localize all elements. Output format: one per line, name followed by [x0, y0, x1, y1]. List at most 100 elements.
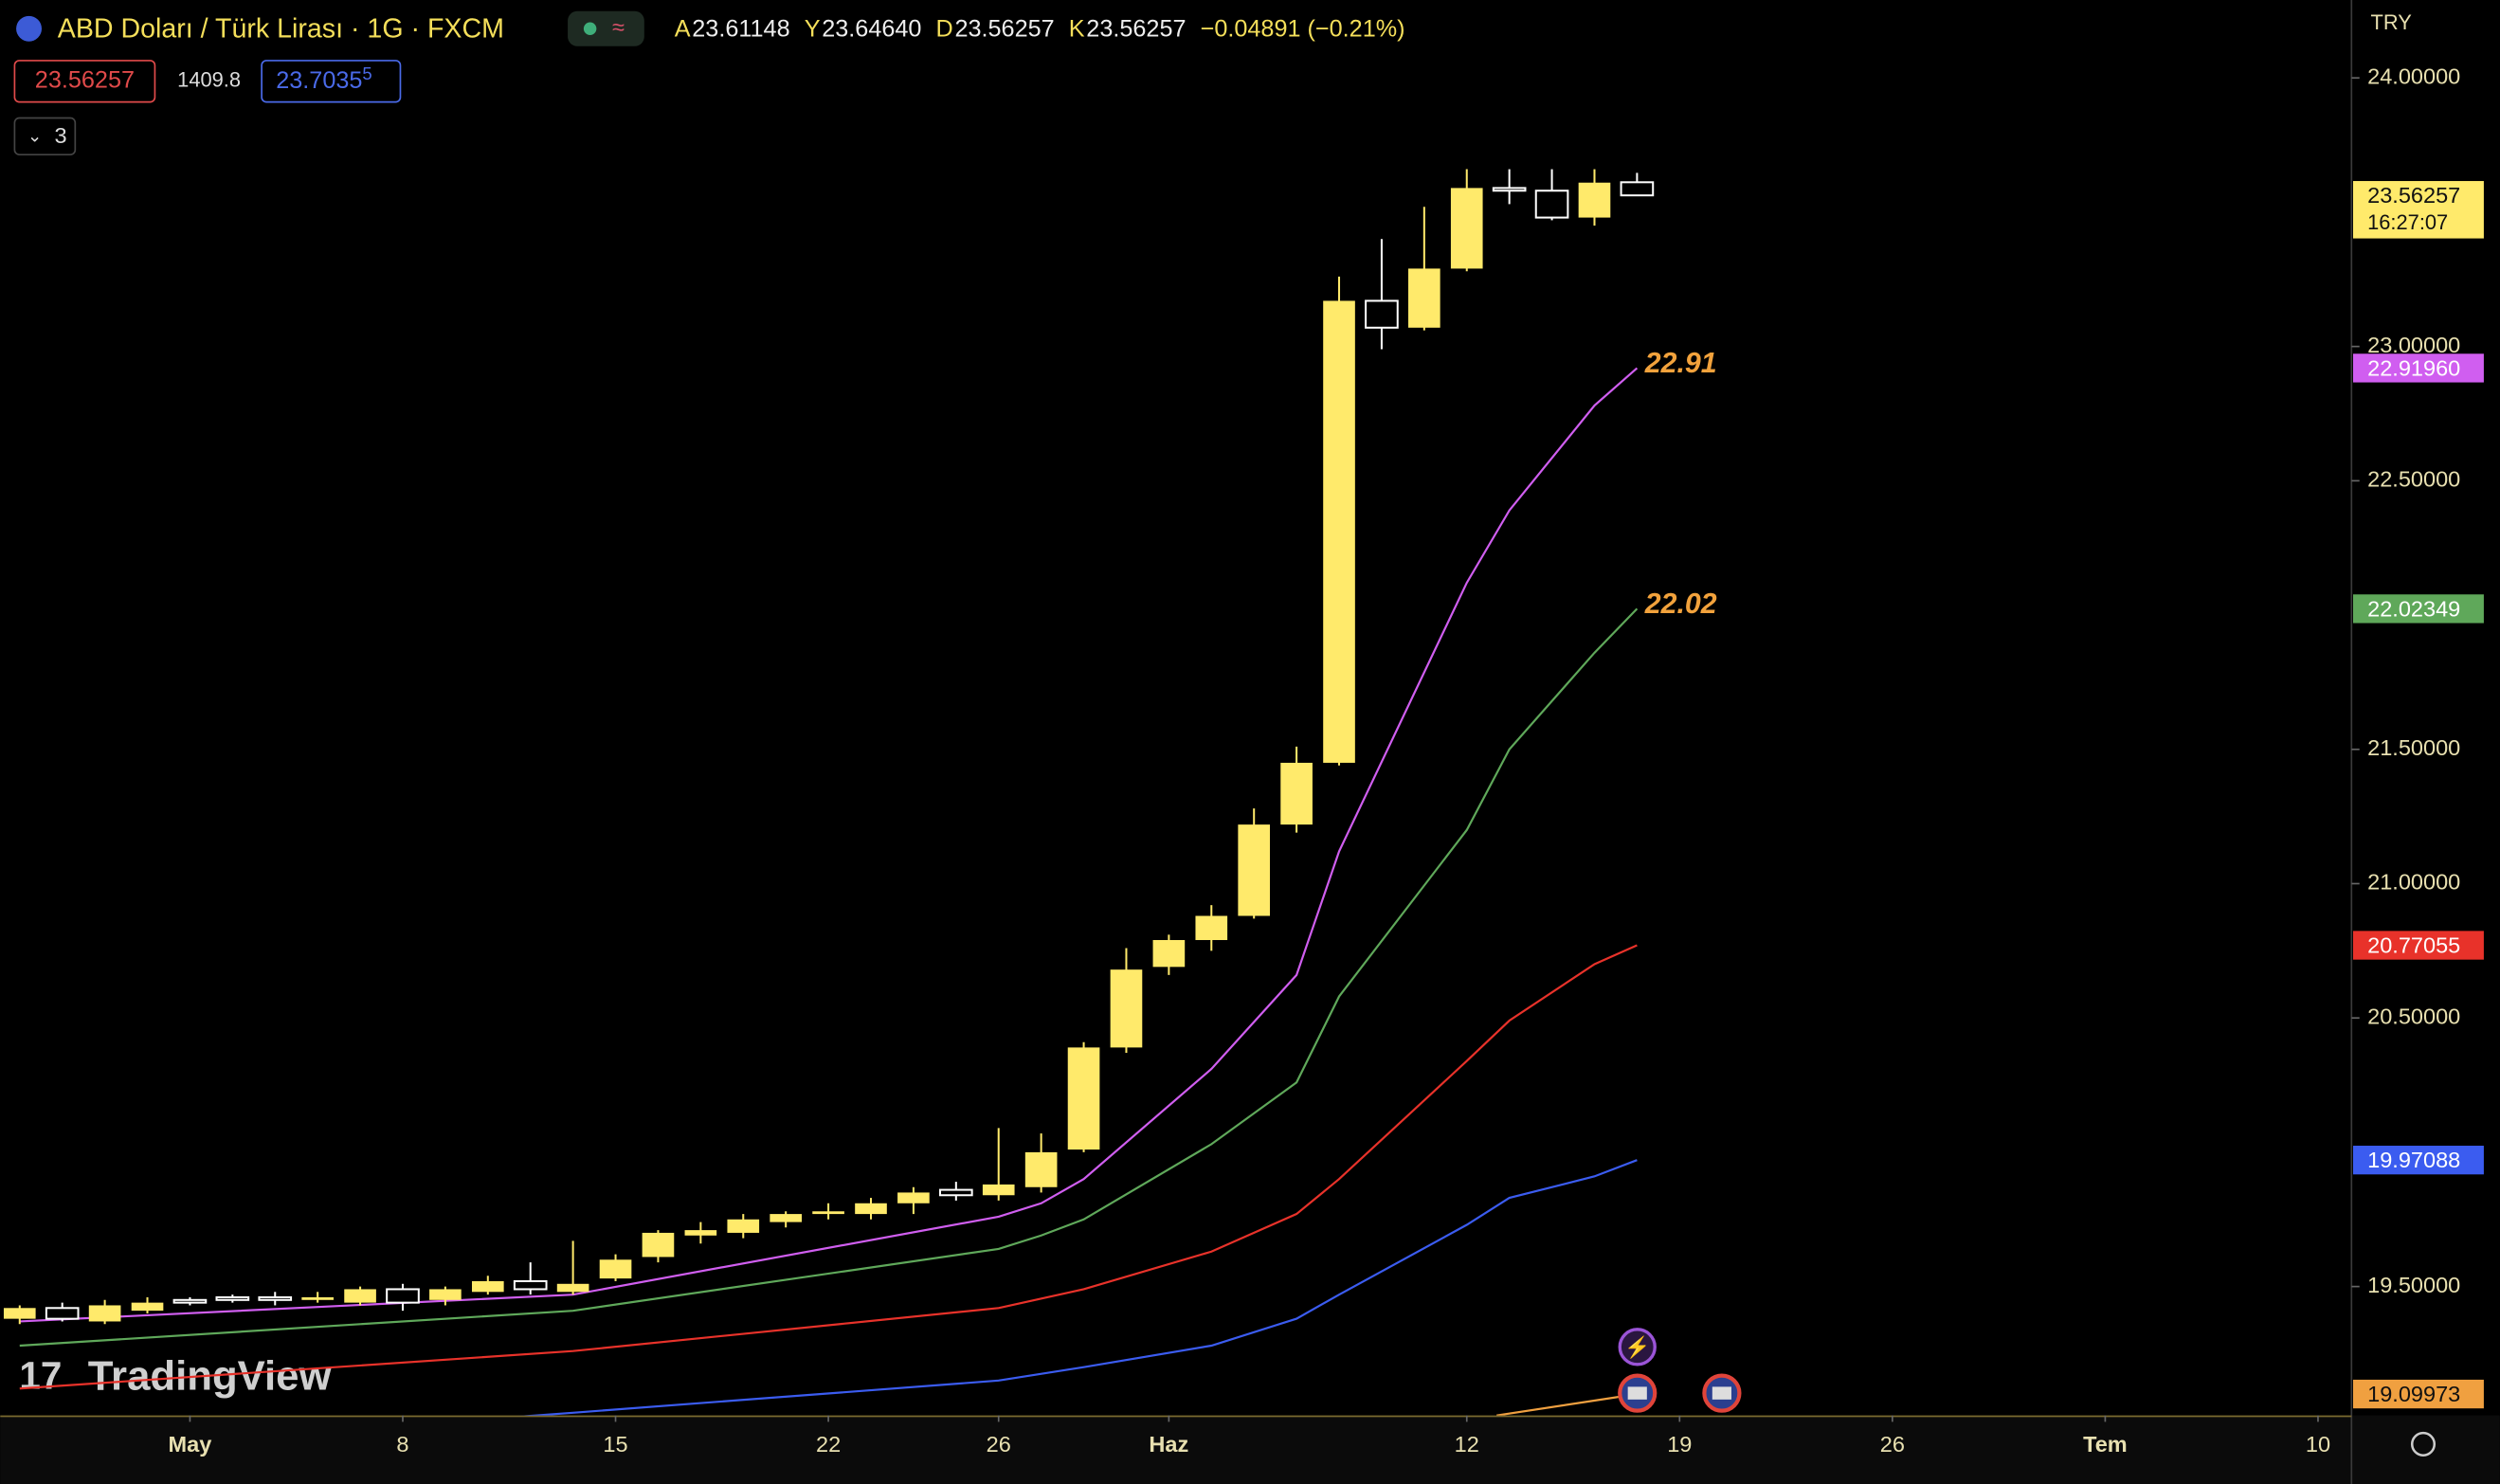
x-tick-label: 19	[1667, 1432, 1692, 1457]
candle-body	[982, 1184, 1015, 1196]
currency[interactable]: TRY	[2370, 10, 2412, 34]
x-tick-label: 26	[1880, 1432, 1905, 1457]
chevron: ⌄	[27, 126, 43, 146]
ohlc-key: Y	[805, 16, 821, 43]
y-tick-label: 24.00000	[2367, 63, 2460, 88]
sell-price: 23.56257	[35, 66, 135, 93]
candle-body	[897, 1192, 930, 1203]
candle-body	[131, 1302, 164, 1312]
ohlc-value: 23.56257	[1086, 16, 1186, 43]
candle-body	[258, 1295, 293, 1301]
flag-stripes	[1712, 1386, 1731, 1400]
candle-body	[88, 1305, 121, 1322]
ma-line	[19, 367, 1639, 1323]
event-bolt: ⚡	[1624, 1335, 1650, 1360]
ohlc-key: D	[936, 16, 953, 43]
spread: 1409.8	[177, 68, 241, 92]
ohlc: A 23.61148 Y 23.64640 D 23.56257 K 23.56257	[675, 16, 1187, 43]
candle-body	[172, 1298, 208, 1304]
candle-body	[642, 1232, 675, 1258]
status-pill[interactable]	[568, 10, 644, 46]
candle-body	[1408, 268, 1440, 328]
ohlc-value: 23.61148	[692, 16, 789, 43]
last-price-label: 23.56257	[2367, 183, 2460, 208]
price-badge	[2352, 594, 2484, 624]
candle-body	[855, 1203, 887, 1215]
candle-body	[1534, 190, 1569, 219]
price-badge	[2352, 1146, 2484, 1175]
ma-line	[521, 1159, 1638, 1416]
sell-button[interactable]	[13, 60, 156, 103]
x-tick-label: May	[169, 1432, 212, 1457]
candle-body	[1110, 969, 1143, 1048]
candle-body	[1067, 1047, 1100, 1150]
x-tick-label: 12	[1455, 1432, 1479, 1457]
status-dot	[583, 22, 597, 36]
logo-icon: 17	[19, 1354, 62, 1398]
x-tick-label: 10	[2306, 1432, 2330, 1457]
time-axis	[0, 1415, 2500, 1484]
candle-body	[1365, 299, 1399, 329]
x-tick-label: Tem	[2083, 1432, 2128, 1457]
ma-line	[19, 944, 1638, 1390]
candle-body	[1152, 940, 1186, 968]
price-badge-label: 22.02349	[2367, 596, 2460, 621]
countdown: 16:27:07	[2367, 210, 2448, 234]
event-icon[interactable]	[1618, 1328, 1657, 1366]
candle-body	[429, 1289, 462, 1300]
candle-body	[812, 1211, 844, 1215]
flag-stripes	[1627, 1386, 1647, 1400]
y-tick-label: 19.50000	[2367, 1273, 2460, 1297]
candle-body	[684, 1230, 717, 1236]
candle-body	[1578, 182, 1611, 218]
y-tick-label: 20.50000	[2367, 1004, 2460, 1028]
price-badge	[2352, 1379, 2484, 1409]
ma-line	[1496, 1393, 1638, 1416]
candle-body	[386, 1288, 420, 1304]
ohlc-key: K	[1069, 16, 1085, 43]
indicator-count: 3	[54, 123, 66, 148]
ohlc-value: 23.56257	[954, 16, 1054, 43]
candle-body	[1323, 300, 1355, 763]
candle-body	[599, 1259, 632, 1279]
candle-body	[1620, 181, 1655, 197]
ohlc-key: A	[675, 16, 691, 43]
price-badge-label: 20.77055	[2367, 932, 2460, 957]
price-badge	[2352, 931, 2484, 960]
annotations: 22.91 22.02	[1644, 348, 1717, 620]
x-tick-label: 26	[987, 1432, 1011, 1457]
candle-body	[471, 1280, 504, 1293]
buy-button[interactable]	[261, 60, 402, 103]
y-tick-label: 21.00000	[2367, 870, 2460, 895]
candle-body	[770, 1214, 802, 1222]
buy-price-sup: 5	[362, 63, 371, 83]
plot-area	[3, 169, 1655, 1416]
symbol-title[interactable]: ABD Doları / Türk Lirası · 1G · FXCM	[58, 14, 504, 45]
symbol-icon	[16, 15, 42, 42]
price-badge-label: 22.91960	[2367, 355, 2460, 380]
annotation: 22.02	[1644, 588, 1717, 620]
candle-body	[938, 1188, 973, 1197]
status-icon: ≈	[612, 14, 625, 39]
indicator-toggle[interactable]	[13, 117, 77, 156]
x-tick-label: 22	[816, 1432, 841, 1457]
candle-body	[344, 1289, 376, 1303]
settings-icon[interactable]	[2410, 1431, 2437, 1457]
candle-body	[45, 1307, 80, 1320]
x-tick-label: 8	[396, 1432, 408, 1457]
candle-body	[1024, 1151, 1058, 1187]
candle-body	[513, 1279, 548, 1291]
price-badge-label: 19.97088	[2367, 1148, 2460, 1172]
price-change: −0.04891 (−0.21%)	[1201, 16, 1405, 43]
candle-body	[301, 1296, 334, 1300]
buy-price-main: 23.7035	[276, 66, 362, 93]
ma-line	[19, 607, 1639, 1348]
x-tick-label: 15	[603, 1432, 627, 1457]
price-badge	[2352, 353, 2484, 383]
candle-body	[1280, 762, 1313, 825]
candle-body	[556, 1283, 589, 1293]
candle-body	[1492, 187, 1527, 192]
